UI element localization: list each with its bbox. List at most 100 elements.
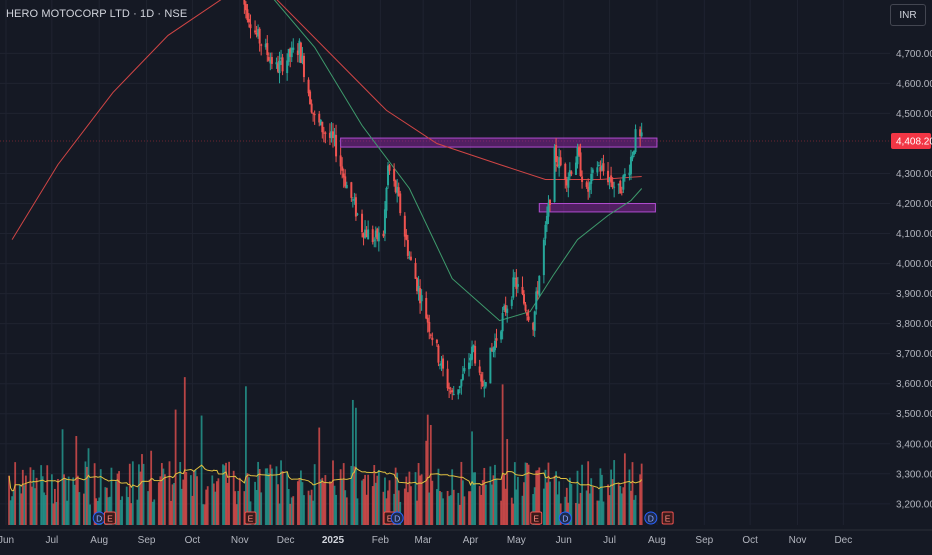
volume-bar [153,499,156,525]
volume-bar [436,489,438,525]
candle-body [266,43,269,55]
volume-bar [500,500,502,525]
volume-bar [57,478,59,525]
volume-bar [318,427,321,525]
volume-bar [226,482,229,525]
volume-bar [622,487,625,525]
candle-body [324,132,327,134]
volume-bar [215,481,218,525]
volume-bar [162,468,165,525]
candle-body [264,43,267,48]
volume-bar [18,484,21,525]
volume-bar [23,485,26,525]
volume-bar [546,482,548,525]
candle-body [458,386,461,388]
volume-bar [506,439,509,525]
y-tick-label: 4,100.00 [896,229,932,240]
candle-body [590,173,593,184]
volume-bar [159,476,162,525]
volume-bar [189,475,192,525]
volume-bar [170,500,172,525]
volume-bar [171,484,174,525]
volume-bar [565,487,568,525]
volume-bar [634,495,637,525]
volume-bar [14,462,17,525]
candle-body [409,256,412,260]
candle-body [312,112,315,114]
volume-bar [35,477,38,525]
volume-bar [214,491,217,525]
candle-body [301,55,304,63]
volume-bar [579,492,582,525]
volume-bar [397,490,400,525]
candle-body [617,183,620,186]
volume-bar [356,498,359,525]
candle-body [341,166,344,171]
volume-bar [9,500,12,525]
volume-bar [417,463,420,525]
volume-bar [442,498,444,525]
volume-bar [547,462,550,525]
candle-body [313,114,316,116]
candle-body [244,4,247,11]
volume-bar [40,465,43,525]
y-tick-label: 4,600.00 [896,79,932,90]
candle-body [587,186,590,192]
y-tick-label: 3,300.00 [896,469,932,480]
candle-body [597,164,600,166]
volume-bar [578,503,580,525]
candle-body [365,230,368,238]
candle-body [503,306,506,311]
candles [243,0,643,400]
volume-bar [555,471,557,525]
candle-body [258,28,261,44]
x-tick-label: Oct [742,535,758,546]
candle-body [588,182,591,191]
candle-body [639,129,642,137]
volume-bar [628,469,631,525]
volume-bar [549,481,551,525]
volume-bar [73,484,76,525]
volume-bar [183,377,186,525]
volume-bar [277,484,279,525]
volume-bar [478,486,481,525]
volume-ma-line [8,464,643,492]
volume-bar [310,489,313,525]
volume-bar [639,474,642,525]
event-marker-label: D [96,514,102,524]
volume-bar [335,494,337,525]
candle-body [330,131,333,139]
volume-bar [396,472,399,525]
candle-body [249,24,252,29]
candle-body [356,213,359,215]
y-tick-label: 3,500.00 [896,409,932,420]
volume-bar [345,497,348,525]
candle-body [353,199,356,201]
candle-body [298,40,301,55]
volume-bar [403,488,406,525]
candle-body [613,186,616,188]
volume-bar [524,462,527,525]
dividend-marker: D [558,511,572,525]
candle-body [332,131,334,138]
currency-button[interactable]: INR [890,4,926,26]
volume-bar [553,475,556,525]
candle-body [431,337,434,341]
volume-bar [458,504,461,525]
candle-body [387,165,390,186]
volume-bar [128,463,131,525]
volume-bar [619,485,622,525]
earnings-marker: E [103,511,116,525]
volume-bar [576,470,579,525]
volume-bar [544,469,547,525]
volume-bar [237,490,240,525]
volume-bar [382,491,385,525]
moving-average-short-line [273,0,643,322]
candle-body [576,147,579,165]
volume-bar [136,499,139,525]
volume-bar [93,463,96,525]
x-tick-label: Sep [138,535,156,546]
